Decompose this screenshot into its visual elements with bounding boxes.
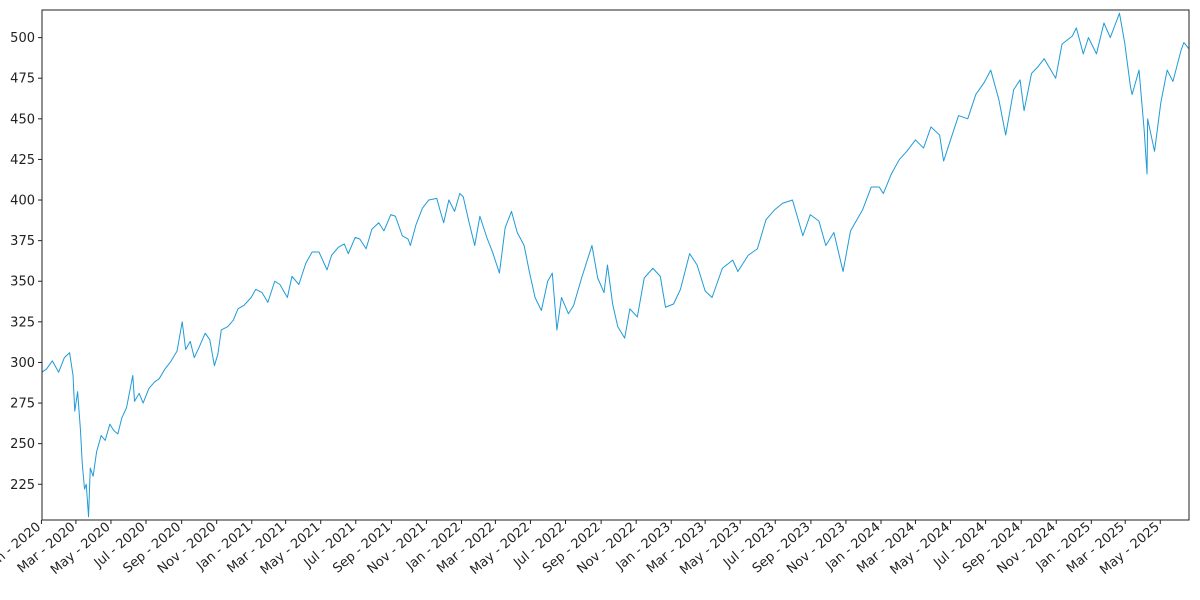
y-tick-label: 300 [10,356,35,371]
y-tick-label: 425 [10,153,35,168]
y-tick-label: 475 [10,72,35,87]
y-tick-label: 400 [10,194,35,209]
y-tick-label: 275 [10,397,35,412]
series-group [41,12,1190,518]
y-tick-label: 325 [10,315,35,330]
plot-frame [41,9,1190,521]
y-tick-label: 500 [10,31,35,46]
y-tick-label: 350 [10,275,35,290]
y-tick-label: 375 [10,234,35,249]
series-line [41,12,1190,518]
y-tick-label: 250 [10,437,35,452]
y-axis: 225 250 275 300 325 350 375 400 425 450 475 500 [10,31,42,493]
y-tick-label: 450 [10,112,35,127]
y-tick-label: 225 [10,478,35,493]
